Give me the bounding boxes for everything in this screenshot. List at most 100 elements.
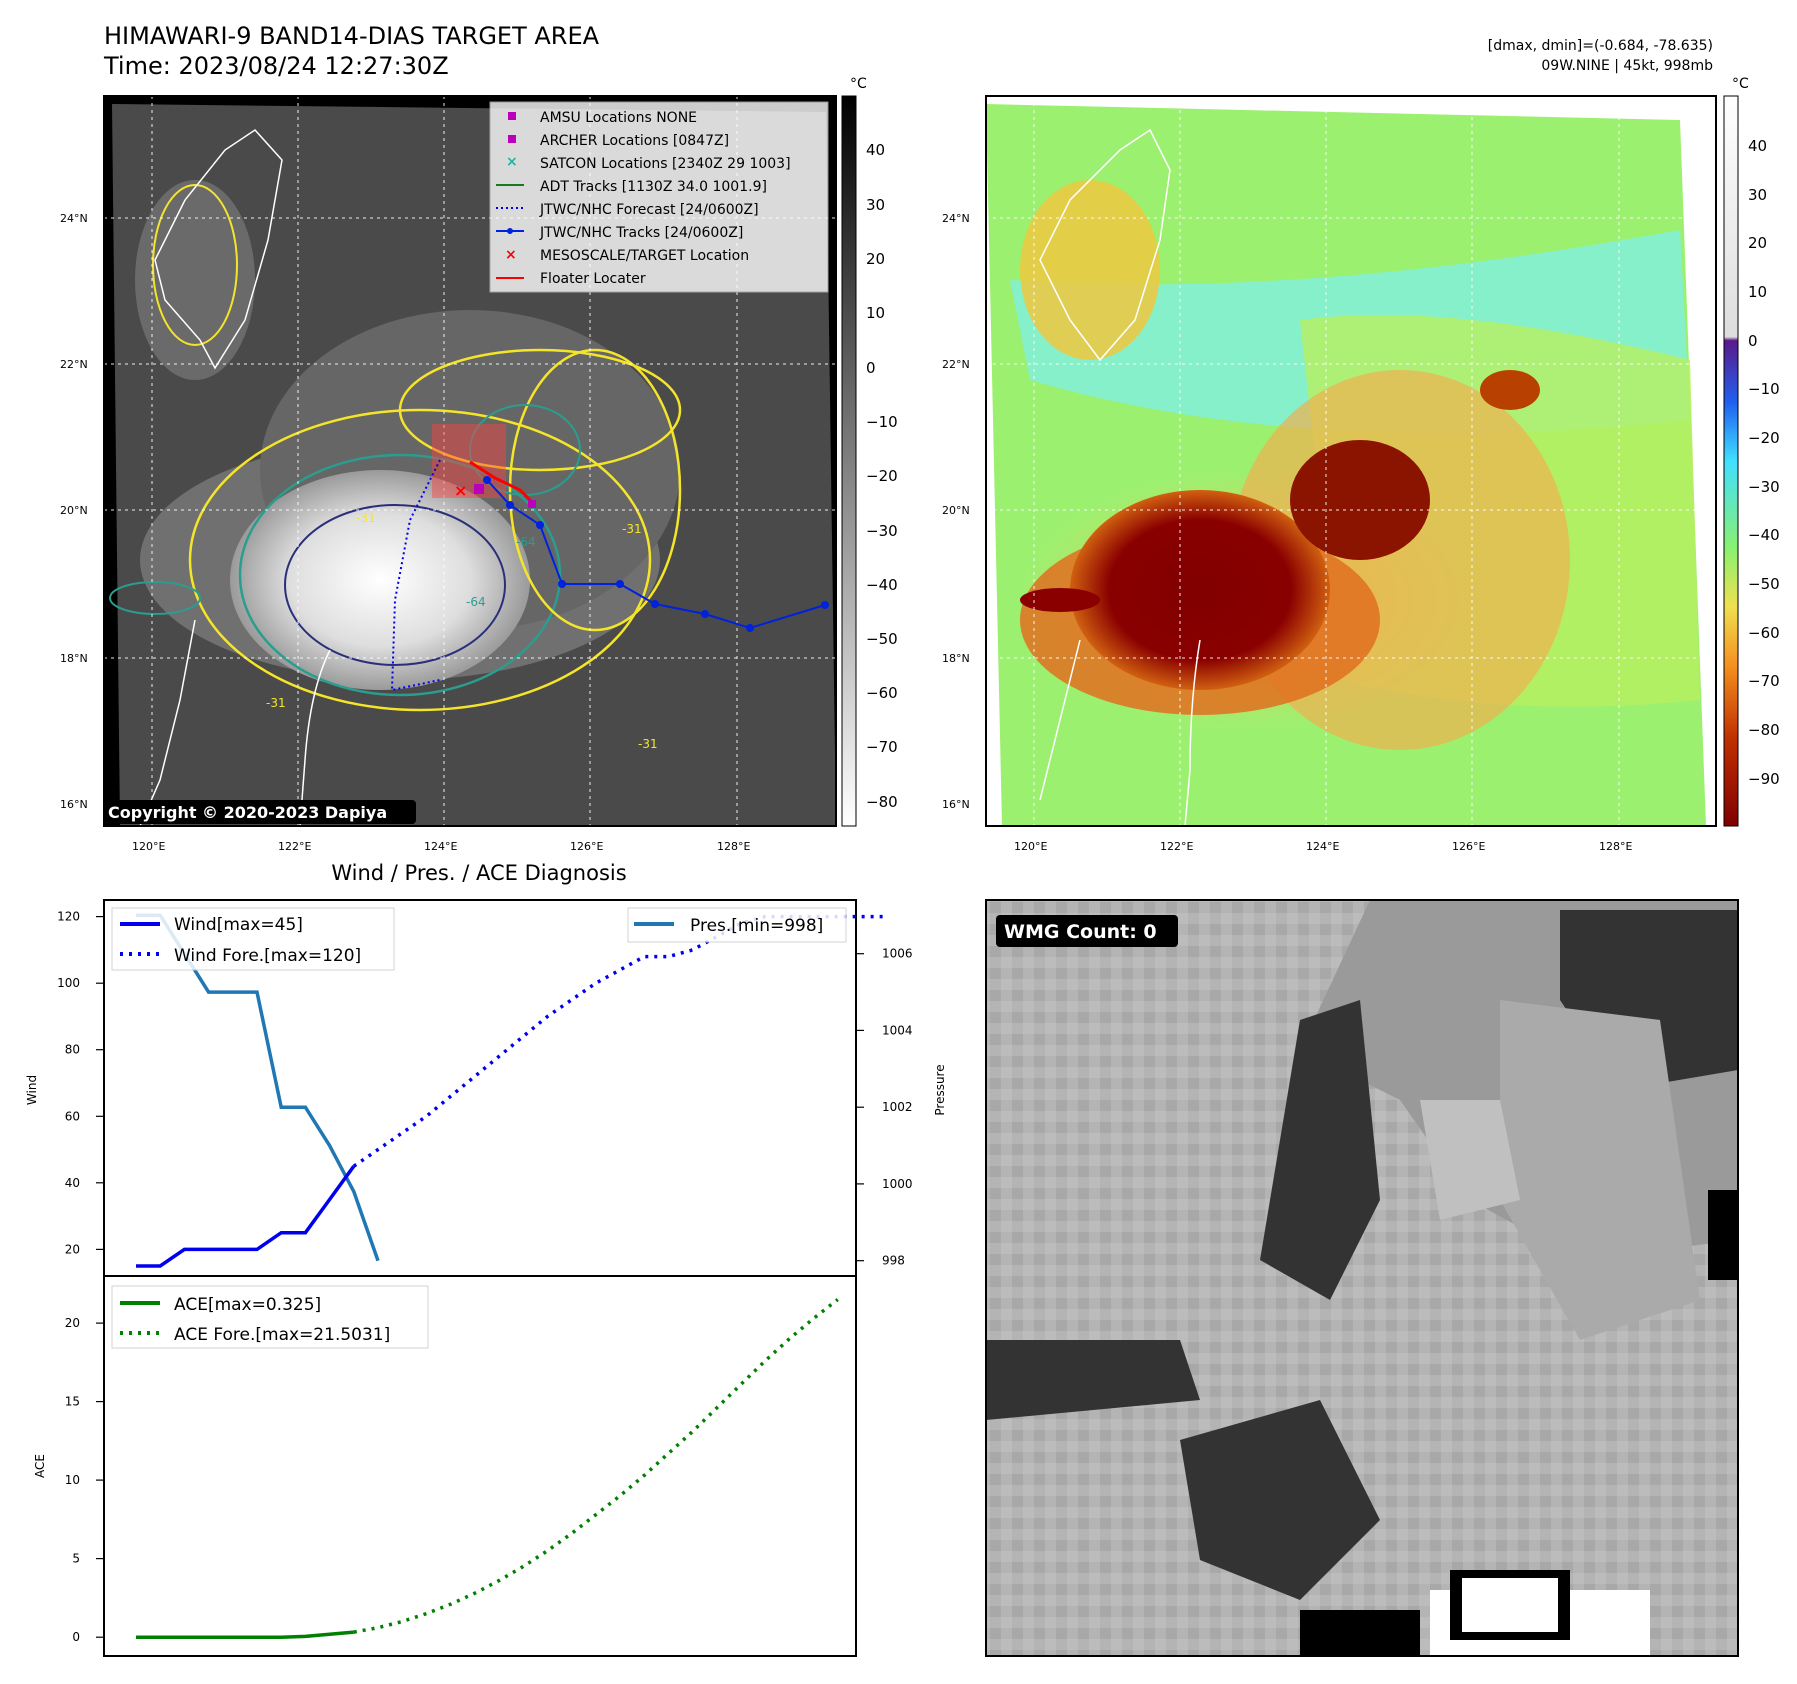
legend-item: ADT Tracks [1130Z 34.0 1001.9] bbox=[540, 179, 767, 195]
dmax-dmin: [dmax, dmin]=(-0.684, -78.635) bbox=[1487, 38, 1713, 54]
ace-legend-label: ACE[max=0.325] bbox=[174, 1295, 321, 1315]
svg-text:−40: −40 bbox=[1748, 526, 1780, 544]
wind-legend: Wind[max=45] Wind Fore.[max=120] bbox=[111, 907, 395, 971]
svg-text:24°N: 24°N bbox=[942, 212, 970, 225]
wind-tick-label: 100 bbox=[57, 976, 80, 990]
ace-tick-label: 20 bbox=[65, 1316, 80, 1330]
svg-text:10: 10 bbox=[1748, 283, 1767, 301]
figure-title: HIMAWARI-9 BAND14-DIAS TARGET AREA bbox=[104, 22, 600, 50]
contour-labels: -31 -31 -64 -64 -31 -31 bbox=[266, 511, 658, 751]
color-colorbar bbox=[1723, 95, 1739, 827]
ace-line bbox=[136, 1630, 354, 1639]
svg-text:128°E: 128°E bbox=[717, 840, 750, 853]
color-axis-labels: 24°N 22°N 20°N 18°N 16°N 120°E 122°E 124… bbox=[942, 212, 1632, 853]
ir-axis-labels: 24°N 22°N 20°N 18°N 16°N 120°E 122°E 124… bbox=[60, 212, 750, 853]
svg-text:24°N: 24°N bbox=[60, 212, 88, 225]
svg-text:40: 40 bbox=[866, 141, 885, 159]
legend-marker-amsu bbox=[508, 112, 516, 120]
ace-axis-label: ACE bbox=[33, 1454, 47, 1478]
svg-text:122°E: 122°E bbox=[1160, 840, 1193, 853]
svg-text:−10: −10 bbox=[866, 413, 898, 431]
wind-tick-label: 20 bbox=[65, 1242, 80, 1256]
svg-text:22°N: 22°N bbox=[942, 358, 970, 371]
color-colorbar-ticks: 40 30 20 10 0 −10 −20 −30 −40 −50 −60 −7… bbox=[1748, 137, 1780, 788]
target-marker: × bbox=[454, 481, 467, 500]
svg-text:−80: −80 bbox=[1748, 721, 1780, 739]
svg-text:30: 30 bbox=[866, 196, 885, 214]
svg-text:−60: −60 bbox=[866, 684, 898, 702]
wmg-panel: WMG Count: 0 bbox=[985, 899, 1739, 1657]
legend-item: MESOSCALE/TARGET Location bbox=[540, 248, 749, 264]
wind-ticks: 20 40 60 80 100 120 bbox=[57, 910, 104, 1256]
pressure-tick-label: 998 bbox=[882, 1254, 905, 1268]
wind-tick-label: 80 bbox=[65, 1043, 80, 1057]
wind-legend-label: Wind[max=45] bbox=[174, 915, 303, 935]
figure-time: Time: 2023/08/24 12:27:30Z bbox=[104, 52, 449, 80]
pressure-axis-label: Pressure bbox=[933, 1064, 947, 1115]
svg-text:124°E: 124°E bbox=[1306, 840, 1339, 853]
svg-text:18°N: 18°N bbox=[60, 652, 88, 665]
contour-label: -64 bbox=[466, 595, 486, 609]
wind-fore-legend-label: Wind Fore.[max=120] bbox=[174, 946, 361, 966]
svg-text:20: 20 bbox=[866, 250, 885, 268]
color-map bbox=[985, 95, 1717, 827]
legend-item: Floater Locater bbox=[540, 271, 646, 287]
svg-text:−40: −40 bbox=[866, 576, 898, 594]
svg-text:−20: −20 bbox=[866, 467, 898, 485]
archer-marker bbox=[474, 484, 484, 494]
svg-text:−60: −60 bbox=[1748, 624, 1780, 642]
svg-text:20: 20 bbox=[1748, 234, 1767, 252]
pressure-legend-label: Pres.[min=998] bbox=[690, 916, 823, 936]
svg-text:122°E: 122°E bbox=[278, 840, 311, 853]
svg-text:16°N: 16°N bbox=[60, 798, 88, 811]
wind-tick-label: 120 bbox=[57, 910, 80, 924]
legend-item: ARCHER Locations [0847Z] bbox=[540, 133, 729, 149]
wind-tick-label: 40 bbox=[65, 1176, 80, 1190]
ace-tick-label: 15 bbox=[65, 1395, 80, 1409]
svg-text:40: 40 bbox=[1748, 137, 1767, 155]
svg-text:10: 10 bbox=[866, 304, 885, 322]
ace-ticks: 0 5 10 15 20 bbox=[65, 1316, 104, 1644]
contour-label: -64 bbox=[516, 535, 536, 549]
svg-text:120°E: 120°E bbox=[132, 840, 165, 853]
contour-label: -31 bbox=[356, 511, 376, 525]
pressure-legend: Pres.[min=998] bbox=[627, 907, 847, 943]
legend-marker-target: × bbox=[505, 247, 517, 263]
svg-text:18°N: 18°N bbox=[942, 652, 970, 665]
svg-text:−30: −30 bbox=[1748, 478, 1780, 496]
legend-marker-archer bbox=[508, 135, 516, 143]
target-box bbox=[432, 424, 506, 498]
legend-item: SATCON Locations [2340Z 29 1003] bbox=[540, 156, 791, 172]
svg-text:128°E: 128°E bbox=[1599, 840, 1632, 853]
legend-marker-satcon: × bbox=[506, 154, 518, 170]
svg-text:30: 30 bbox=[1748, 186, 1767, 204]
svg-text:0: 0 bbox=[1748, 332, 1758, 350]
svg-text:22°N: 22°N bbox=[60, 358, 88, 371]
ir-colorbar bbox=[841, 95, 857, 827]
ace-tick-label: 0 bbox=[72, 1630, 80, 1644]
svg-text:−50: −50 bbox=[1748, 575, 1780, 593]
ir-colorbar-unit: °C bbox=[850, 76, 867, 92]
svg-text:−10: −10 bbox=[1748, 380, 1780, 398]
color-colorbar-unit: °C bbox=[1732, 76, 1749, 92]
svg-text:16°N: 16°N bbox=[942, 798, 970, 811]
svg-text:0: 0 bbox=[866, 359, 876, 377]
wind-axis-label: Wind bbox=[25, 1075, 39, 1105]
svg-text:20°N: 20°N bbox=[60, 504, 88, 517]
legend-item: JTWC/NHC Forecast [24/0600Z] bbox=[539, 202, 759, 218]
wind-forecast-line bbox=[352, 914, 887, 1168]
ace-tick-label: 5 bbox=[72, 1552, 80, 1566]
ace-tick-label: 10 bbox=[65, 1473, 80, 1487]
svg-text:−80: −80 bbox=[866, 793, 898, 811]
ace-fore-legend-label: ACE Fore.[max=21.5031] bbox=[174, 1325, 390, 1345]
map-legend: × × AMSU Locations NONE ARCHER Locations… bbox=[489, 101, 829, 293]
contour-label: -31 bbox=[638, 737, 658, 751]
svg-text:−70: −70 bbox=[866, 738, 898, 756]
svg-text:124°E: 124°E bbox=[424, 840, 457, 853]
ace-legend: ACE[max=0.325] ACE Fore.[max=21.5031] bbox=[111, 1285, 429, 1349]
ace-forecast-line bbox=[353, 1298, 839, 1634]
svg-text:−50: −50 bbox=[866, 630, 898, 648]
storm-info: 09W.NINE | 45kt, 998mb bbox=[1541, 58, 1713, 74]
svg-text:−20: −20 bbox=[1748, 429, 1780, 447]
